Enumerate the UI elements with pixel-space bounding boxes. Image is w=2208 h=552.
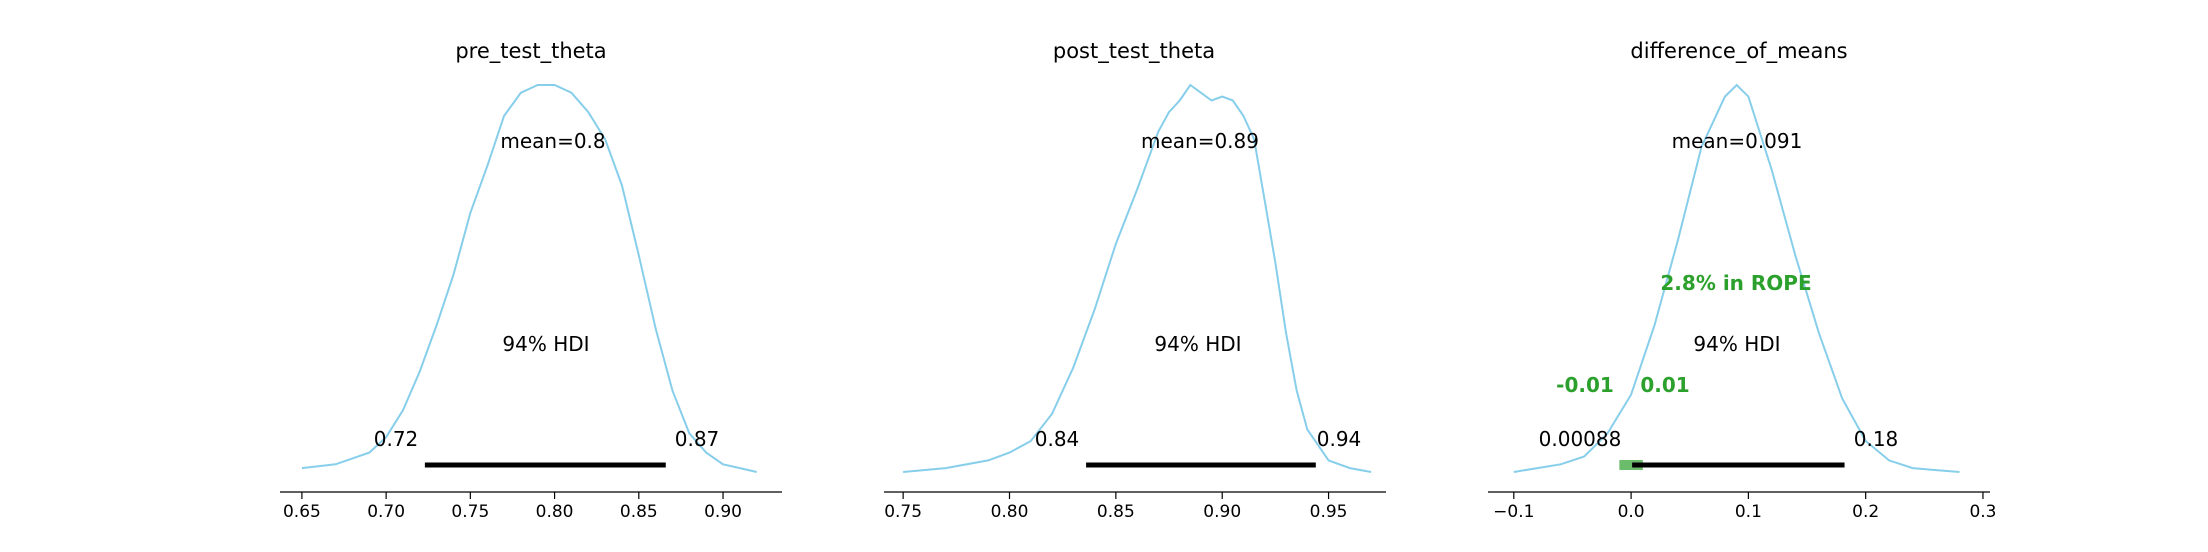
density-curve [1513,83,1960,473]
mean-label: mean=0.8 [500,129,605,153]
x-tick-label: 0.2 [1852,502,1879,522]
x-tick-label: 0.75 [451,502,489,522]
rope-lower-label: -0.01 [1556,373,1614,397]
x-tick-label: 0.90 [704,502,742,522]
hdi-label: 94% HDI [1693,332,1780,356]
chart-title: post_test_theta [1053,39,1215,64]
hdi-lower-label: 0.00088 [1539,427,1622,451]
hdi-upper-label: 0.94 [1317,427,1362,451]
hdi-upper-label: 0.18 [1854,427,1899,451]
hdi-label: 94% HDI [502,332,589,356]
rope-upper-label: 0.01 [1640,373,1689,397]
panel-post-test-theta: post_test_theta mean=0.89 94% HDI 0.84 0… [884,39,1386,522]
x-tick-label: 0.90 [1203,502,1241,522]
panel-difference-of-means: difference_of_means mean=0.091 2.8% in R… [1488,39,1996,522]
hdi-lower-label: 0.84 [1035,427,1080,451]
x-tick-label: 0.70 [367,502,405,522]
x-tick-label: 0.85 [620,502,658,522]
x-tick-label: 0.3 [1969,502,1996,522]
hdi-label: 94% HDI [1154,332,1241,356]
x-axis-ticks: 0.75 0.80 0.85 0.90 0.95 [884,492,1347,522]
x-tick-label: 0.0 [1618,502,1645,522]
panel-pre-test-theta: pre_test_theta mean=0.8 94% HDI 0.72 0.8… [280,39,782,522]
x-tick-label: 0.95 [1310,502,1348,522]
chart-title: pre_test_theta [455,39,606,64]
x-tick-label: 0.80 [991,502,1029,522]
rope-percentage-label: 2.8% in ROPE [1660,271,1811,295]
x-tick-label: 0.85 [1097,502,1135,522]
x-tick-label: 0.75 [884,502,922,522]
hdi-upper-label: 0.87 [675,427,720,451]
x-tick-label: 0.65 [283,502,321,522]
x-axis-ticks: 0.65 0.70 0.75 0.80 0.85 0.90 [283,492,742,522]
hdi-lower-label: 0.72 [374,427,419,451]
rope-region [1619,460,1643,470]
x-axis-ticks: −0.1 0.0 0.1 0.2 0.3 [1493,492,1996,522]
density-curve [903,83,1372,473]
x-tick-label: −0.1 [1493,502,1534,522]
density-curve [301,84,757,473]
x-tick-label: 0.1 [1735,502,1762,522]
mean-label: mean=0.89 [1141,129,1259,153]
x-tick-label: 0.80 [536,502,574,522]
mean-label: mean=0.091 [1672,129,1803,153]
chart-title: difference_of_means [1630,39,1847,64]
